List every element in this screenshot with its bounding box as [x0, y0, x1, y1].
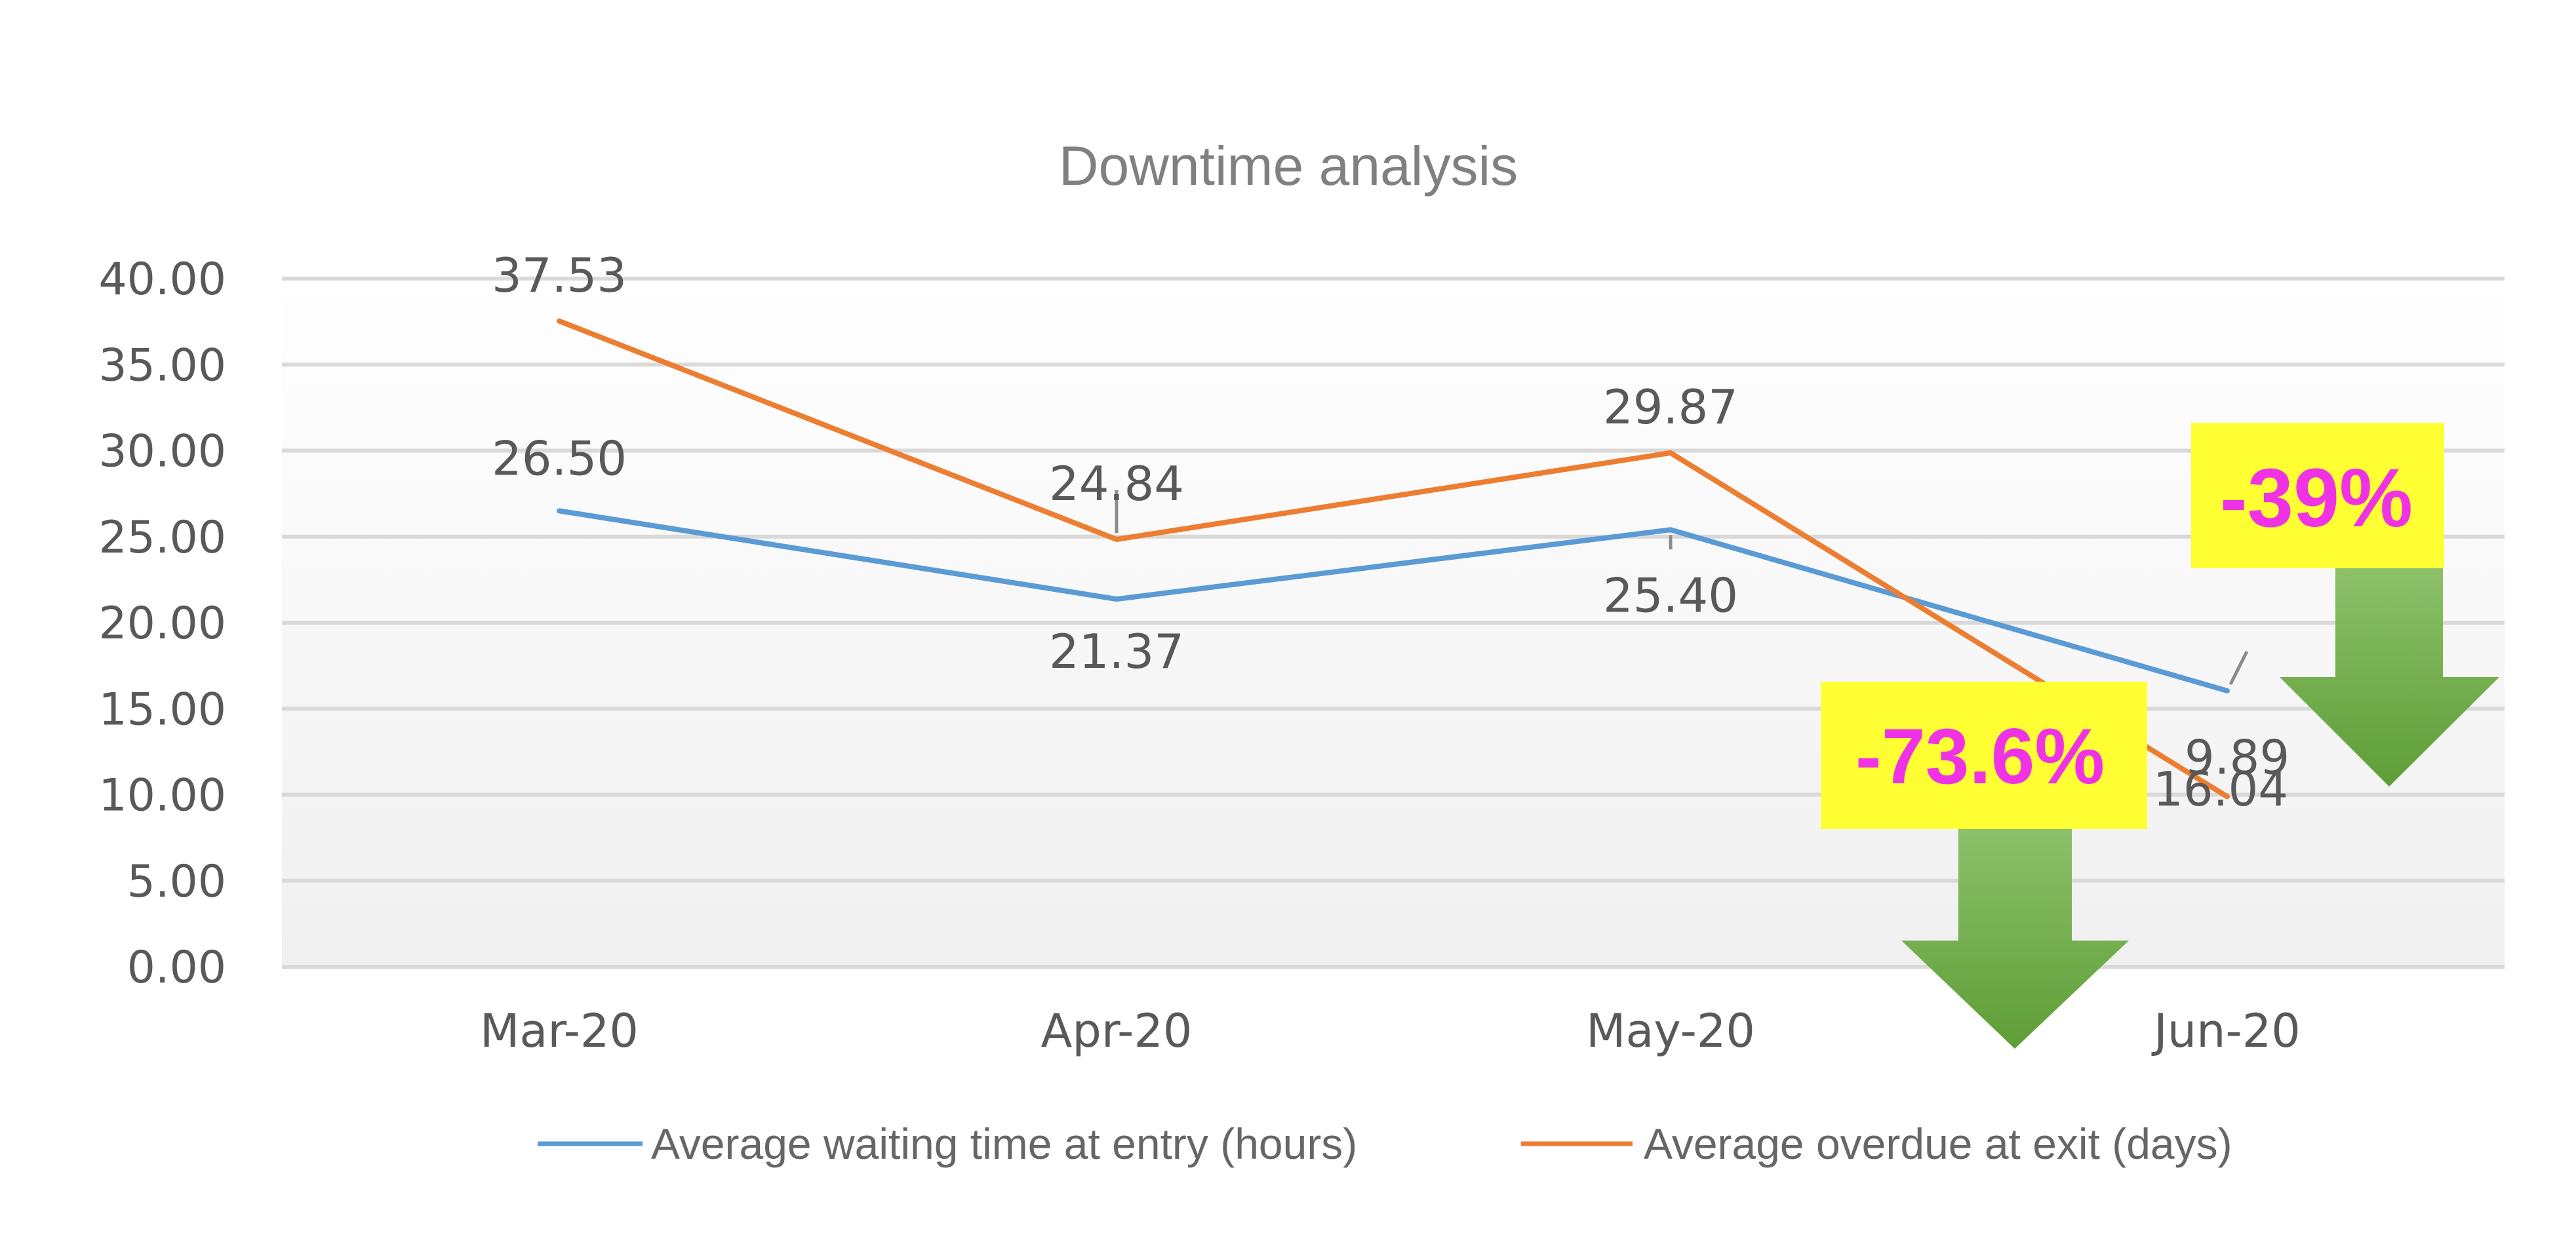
y-tick-label: 30.00	[98, 426, 226, 478]
data-label: 26.50	[492, 431, 627, 486]
y-tick-label: 10.00	[98, 770, 226, 822]
y-tick-label: 15.00	[98, 684, 226, 735]
down-arrow-icon	[2280, 568, 2499, 787]
x-tick-label: Apr-20	[1041, 1004, 1193, 1058]
chart-title: Downtime analysis	[1059, 135, 1518, 197]
y-axis-tick-labels: 0.00 5.00 10.00 15.00 20.00 25.00 30.00 35.00 40…	[98, 254, 226, 994]
x-tick-label: Mar-20	[480, 1004, 639, 1058]
series-line-1	[557, 508, 2230, 693]
annotation-badge	[2191, 423, 2444, 568]
data-label: 24.84	[1049, 456, 1184, 511]
data-label: 21.37	[1049, 624, 1184, 679]
annotation-badge	[1821, 682, 2147, 829]
series-lines	[557, 318, 2230, 800]
y-tick-label: 0.00	[127, 942, 226, 994]
y-tick-label: 20.00	[98, 598, 226, 650]
gridlines	[282, 277, 2505, 969]
y-tick-label: 35.00	[98, 340, 226, 391]
data-labels: 26.50 21.37 25.40 16.04 37.53 24.84 29.87 9.89	[492, 248, 2289, 817]
data-label: 16.04	[2153, 762, 2288, 817]
data-label-leader-lines	[1115, 490, 2249, 686]
change-annotations: -73.6% -39%	[1821, 423, 2499, 1049]
y-tick-label: 40.00	[98, 254, 226, 305]
x-tick-label: May-20	[1586, 1004, 1755, 1058]
leader-line	[2229, 650, 2249, 686]
series-line-2	[557, 318, 2230, 800]
data-label: 37.53	[492, 248, 627, 303]
down-arrow-icon	[1901, 829, 2129, 1049]
annotation-text: -39%	[2220, 452, 2413, 544]
data-label: 29.87	[1603, 380, 1738, 435]
annotation-text: -73.6%	[1855, 712, 2105, 800]
legend-label: Average overdue at exit (days)	[1644, 1119, 2232, 1168]
legend: Average waiting time at entry (hours) Ave…	[538, 1119, 2232, 1168]
y-tick-label: 25.00	[98, 512, 226, 564]
x-tick-label: Jun-20	[2151, 1004, 2301, 1058]
x-axis-tick-labels: Mar-20 Apr-20 May-20 Jun-20	[480, 1004, 2301, 1058]
data-label: 9.89	[2185, 730, 2289, 785]
data-label: 25.40	[1603, 568, 1738, 623]
legend-label: Average waiting time at entry (hours)	[651, 1119, 1357, 1168]
y-tick-label: 5.00	[127, 856, 226, 908]
